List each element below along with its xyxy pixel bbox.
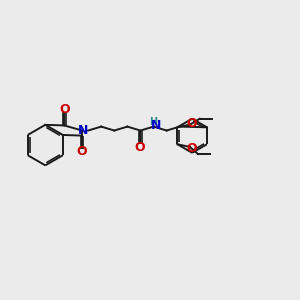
Text: O: O	[135, 141, 146, 154]
Text: O: O	[187, 142, 197, 155]
Text: O: O	[187, 117, 197, 130]
Text: N: N	[151, 119, 161, 132]
Text: N: N	[78, 124, 88, 137]
Text: H: H	[149, 117, 157, 127]
Text: O: O	[76, 146, 87, 158]
Text: O: O	[59, 103, 70, 116]
